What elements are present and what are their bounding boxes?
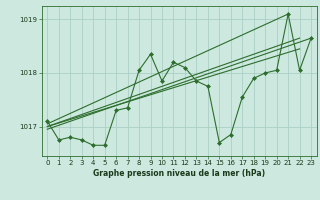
X-axis label: Graphe pression niveau de la mer (hPa): Graphe pression niveau de la mer (hPa) [93, 169, 265, 178]
